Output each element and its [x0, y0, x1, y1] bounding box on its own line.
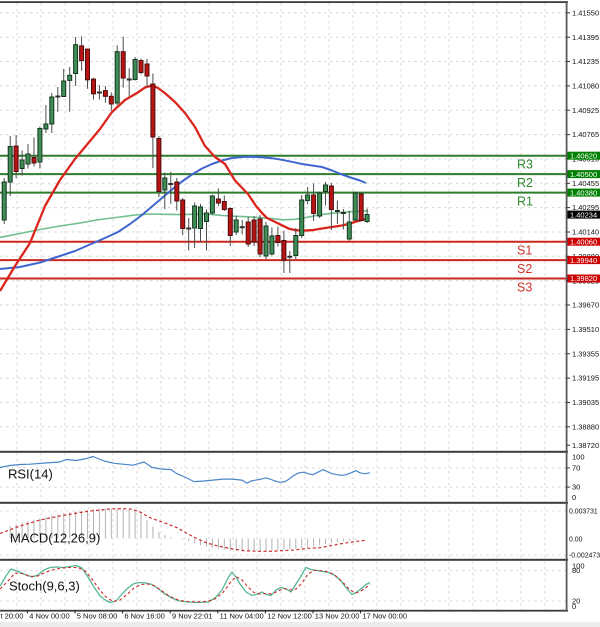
svg-text:0.003731: 0.003731 [569, 509, 598, 516]
svg-text:1.39670: 1.39670 [572, 301, 599, 310]
svg-text:0: 0 [572, 493, 576, 502]
svg-text:1.41550: 1.41550 [572, 8, 599, 17]
svg-text:1.40765: 1.40765 [572, 130, 599, 139]
svg-text:12 Nov 12:00: 12 Nov 12:00 [267, 612, 312, 621]
svg-text:1.41080: 1.41080 [572, 82, 599, 91]
svg-text:1.40925: 1.40925 [572, 106, 599, 115]
svg-text:100: 100 [572, 561, 585, 570]
svg-text:100: 100 [572, 452, 585, 461]
svg-text:1.39510: 1.39510 [572, 325, 599, 334]
svg-text:R3: R3 [517, 158, 533, 172]
svg-text:S1: S1 [517, 244, 532, 258]
svg-text:13 Nov 20:00: 13 Nov 20:00 [315, 612, 360, 621]
svg-text:1.40620: 1.40620 [570, 151, 597, 160]
svg-text:1.40500: 1.40500 [570, 170, 597, 179]
svg-text:1.39035: 1.39035 [572, 398, 599, 407]
svg-text:4 Nov 00:00: 4 Nov 00:00 [29, 612, 69, 621]
svg-text:1.39355: 1.39355 [572, 349, 599, 358]
svg-text:70: 70 [572, 464, 580, 473]
svg-text:17 Nov 00:00: 17 Nov 00:00 [362, 612, 407, 621]
svg-text:5 Nov 08:00: 5 Nov 08:00 [77, 612, 117, 621]
svg-text:11 Nov 04:00: 11 Nov 04:00 [220, 612, 264, 621]
svg-text:6 Nov 16:00: 6 Nov 16:00 [124, 612, 164, 621]
svg-text:20: 20 [572, 597, 580, 606]
svg-text:1.40380: 1.40380 [570, 188, 597, 197]
svg-text:1.40140: 1.40140 [572, 228, 599, 237]
svg-text:0.00: 0.00 [569, 537, 583, 544]
svg-text:RSI(14): RSI(14) [8, 467, 53, 482]
svg-text:1.39940: 1.39940 [570, 256, 597, 265]
svg-text:1.39820: 1.39820 [570, 274, 597, 283]
svg-text:1.41395: 1.41395 [572, 33, 599, 42]
svg-text:80: 80 [572, 566, 580, 575]
svg-text:9 Nov 22:01: 9 Nov 22:01 [172, 612, 212, 621]
svg-text:1.40455: 1.40455 [572, 179, 599, 188]
svg-text:R2: R2 [517, 176, 533, 190]
svg-text:R1: R1 [517, 194, 533, 208]
svg-text:30: 30 [572, 483, 580, 492]
svg-text:1.40060: 1.40060 [570, 237, 597, 246]
svg-text:t 20:00: t 20:00 [1, 612, 24, 621]
svg-text:1.41235: 1.41235 [572, 57, 599, 66]
svg-text:1.40234: 1.40234 [570, 210, 597, 219]
svg-text:S2: S2 [517, 262, 532, 276]
svg-text:Stoch(9,6,3): Stoch(9,6,3) [9, 579, 80, 594]
svg-text:1.39195: 1.39195 [572, 374, 599, 383]
svg-text:-0.002473: -0.002473 [569, 553, 600, 560]
svg-text:1.38880: 1.38880 [572, 422, 599, 431]
svg-text:S3: S3 [517, 280, 532, 294]
svg-text:1.40295: 1.40295 [572, 203, 599, 212]
svg-text:0: 0 [572, 602, 576, 611]
svg-text:MACD(12,26,9): MACD(12,26,9) [10, 531, 100, 546]
svg-text:1.38720: 1.38720 [572, 441, 599, 450]
